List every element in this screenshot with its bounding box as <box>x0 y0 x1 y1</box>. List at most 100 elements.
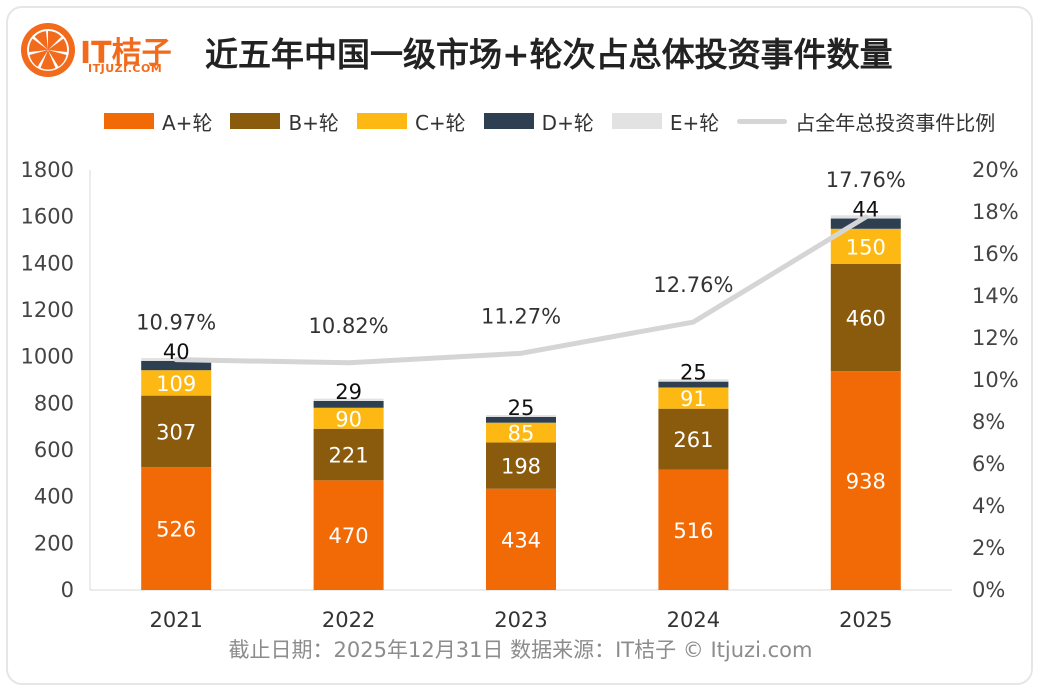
data-label-d: 29 <box>335 380 362 404</box>
bar-segment-b <box>830 263 901 372</box>
ratio-label: 12.76% <box>653 273 733 297</box>
legend-swatch-e <box>611 113 662 129</box>
y-left-tick-label: 400 <box>34 485 74 509</box>
x-tick-label: 2023 <box>494 608 547 632</box>
data-label-d: 44 <box>852 198 879 222</box>
bar-segment-b <box>313 428 384 481</box>
y-right-tick-label: 8% <box>972 410 1005 434</box>
data-label-c: 150 <box>846 235 886 259</box>
itjuzi-logo <box>20 22 200 78</box>
legend-label-e: E+轮 <box>669 110 720 135</box>
y-left-tick-label: 1200 <box>21 298 74 322</box>
bar-segment-e <box>486 415 556 417</box>
chart-labels: 5263071094047022190294341988525516261912… <box>136 168 906 552</box>
y-right-tick-label: 14% <box>972 284 1019 308</box>
chart-bars <box>141 215 901 590</box>
logo-brand-text: IT桔子 <box>80 36 172 71</box>
bar-segment-d <box>313 401 384 408</box>
y-left-tick-label: 1600 <box>21 205 74 229</box>
data-label-b: 460 <box>846 306 886 330</box>
bar-segment-b <box>141 395 212 468</box>
y-right-tick-label: 12% <box>972 326 1019 350</box>
bar-segment-c <box>141 370 212 396</box>
x-tick-label: 2025 <box>839 608 892 632</box>
y-left-tick-label: 1800 <box>21 158 74 182</box>
data-label-c: 91 <box>680 387 707 411</box>
legend-swatch-b <box>230 113 281 129</box>
ratio-label: 17.76% <box>826 168 906 192</box>
legend-label-c: C+轮 <box>414 110 466 135</box>
data-label-a: 938 <box>846 470 886 494</box>
bar-segment-a <box>141 467 212 590</box>
chart-footer-source: 截止日期：2025年12月31日 数据来源：IT桔子 © Itjuzi.com <box>228 638 813 662</box>
bar-segment-c <box>313 407 384 429</box>
bar-segment-b <box>658 408 729 470</box>
y-right-tick-label: 20% <box>972 158 1019 182</box>
x-tick-label: 2021 <box>149 608 202 632</box>
legend-item-c: C+轮 <box>356 107 466 136</box>
bar-segment-c <box>830 228 901 264</box>
x-tick-label: 2024 <box>667 608 720 632</box>
legend-label-d: D+轮 <box>541 110 594 135</box>
ratio-label: 10.97% <box>136 311 216 335</box>
data-label-b: 198 <box>501 455 541 479</box>
data-label-a: 470 <box>329 524 369 548</box>
bar-segment-d <box>486 416 556 423</box>
bar-segment-e <box>658 379 729 382</box>
y-left-tick-label: 1000 <box>21 345 74 369</box>
legend-label-b: B+轮 <box>288 110 339 135</box>
y-left-tick-label: 600 <box>34 438 74 462</box>
y-right-tick-label: 16% <box>972 242 1019 266</box>
y-right-tick-label: 10% <box>972 368 1019 392</box>
bar-segment-d <box>658 381 729 388</box>
orange-slice-icon <box>21 23 75 77</box>
ratio-line <box>173 214 869 366</box>
data-label-a: 516 <box>673 519 713 543</box>
y-right-tick-label: 0% <box>972 578 1005 602</box>
legend-item-d: D+轮 <box>483 107 594 136</box>
bar-segment-b <box>486 442 556 489</box>
data-label-a: 434 <box>501 528 541 552</box>
legend-item-a: A+轮 <box>104 107 212 136</box>
data-label-c: 90 <box>335 407 362 431</box>
y-right-tick-label: 2% <box>972 536 1005 560</box>
data-label-d: 40 <box>163 340 190 364</box>
y-left-tick-label: 200 <box>34 531 74 555</box>
chart-legend: A+轮 B+轮 C+轮 D+轮 E+轮 占全年总投资事件比例 <box>104 106 1013 136</box>
bar-segment-d <box>141 360 212 371</box>
data-label-b: 221 <box>329 444 369 468</box>
x-tick-label: 2022 <box>322 608 375 632</box>
y-left-tick-label: 800 <box>34 391 74 415</box>
legend-item-e: E+轮 <box>611 107 720 136</box>
legend-item-b: B+轮 <box>230 107 339 136</box>
y-right-tick-label: 6% <box>972 452 1005 476</box>
y-right-tick-label: 18% <box>972 200 1019 224</box>
data-label-b: 307 <box>156 420 196 444</box>
bar-segment-a <box>313 480 384 590</box>
data-label-b: 261 <box>673 428 713 452</box>
bar-segment-a <box>486 488 556 590</box>
bar-segment-d <box>830 218 901 229</box>
data-label-c: 85 <box>508 422 535 446</box>
data-label-d: 25 <box>680 361 707 385</box>
legend-line-ratio <box>737 118 788 124</box>
y-left-tick-label: 0 <box>61 578 74 602</box>
legend-swatch-a <box>104 113 154 129</box>
legend-swatch-c <box>356 113 407 129</box>
data-label-a: 526 <box>156 518 196 542</box>
legend-label-ratio: 占全年总投资事件比例 <box>795 110 996 135</box>
data-label-d: 25 <box>508 396 535 420</box>
logo-sub-text: ITJUZI.COM <box>88 62 163 75</box>
bar-segment-c <box>486 422 556 443</box>
bar-segment-a <box>658 469 729 590</box>
ratio-label: 11.27% <box>481 304 561 328</box>
y-left-tick-label: 1400 <box>21 251 74 275</box>
data-label-c: 109 <box>156 372 196 396</box>
bar-segment-e <box>313 398 384 401</box>
chart-axes: 0 200 400 600 800 1000 1200 1400 1600 1800 0% 2% 4% 6… <box>21 158 1019 632</box>
y-right-tick-label: 4% <box>972 494 1005 518</box>
legend-label-a: A+轮 <box>162 110 213 135</box>
chart-title: 近五年中国一级市场+轮次占总体投资事件数量 <box>205 35 893 74</box>
legend-item-ratio: 占全年总投资事件比例 <box>737 107 995 136</box>
